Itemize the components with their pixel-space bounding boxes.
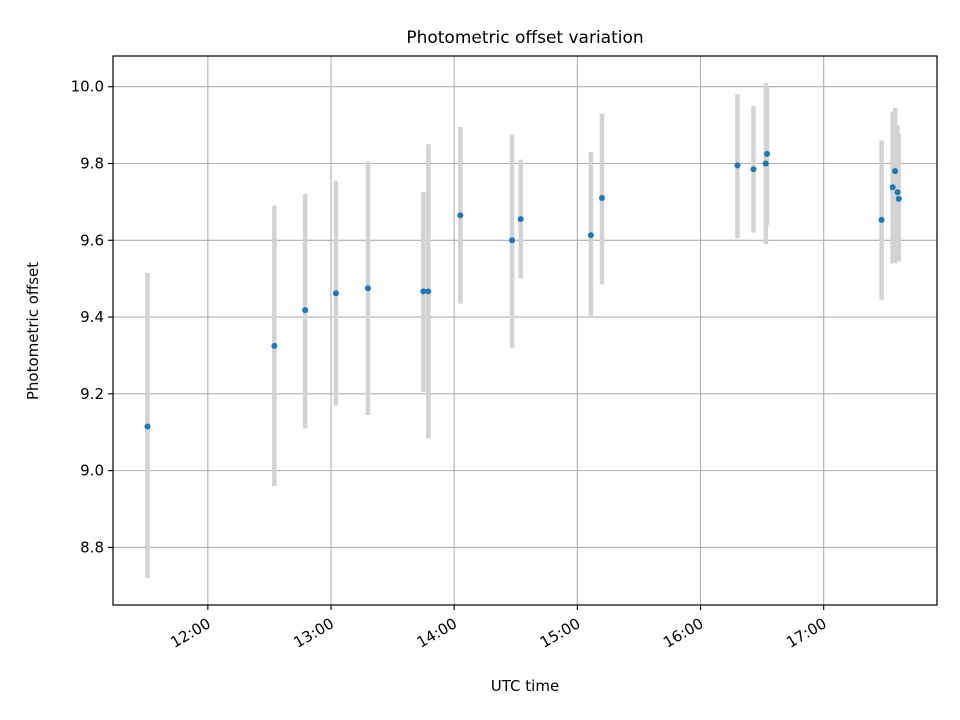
- y-tick-label: 8.8: [80, 538, 104, 556]
- data-point: [895, 195, 902, 202]
- data-point: [509, 237, 516, 244]
- data-point: [598, 195, 605, 202]
- data-point: [517, 216, 524, 223]
- data-point: [894, 189, 901, 196]
- data-point: [332, 290, 339, 297]
- data-point: [762, 160, 769, 167]
- data-point: [425, 288, 432, 295]
- data-point: [878, 216, 885, 223]
- y-axis: 8.8 9.0 9.2 9.4 9.6 9.8 10.0: [71, 78, 113, 556]
- grid: [113, 56, 937, 605]
- y-tick-label: 9.8: [80, 154, 104, 172]
- x-axis-label: UTC time: [491, 677, 559, 695]
- plot-frame: [112, 55, 938, 606]
- data-point: [587, 232, 594, 239]
- data-points: [144, 150, 902, 430]
- y-axis-label: Photometric offset: [24, 262, 42, 400]
- data-point: [302, 307, 309, 314]
- data-point: [144, 423, 151, 430]
- data-point: [457, 212, 464, 219]
- data-point: [764, 150, 771, 157]
- y-tick-label: 10.0: [71, 78, 104, 96]
- y-tick-label: 9.0: [80, 462, 104, 480]
- y-tick-label: 9.4: [80, 308, 104, 326]
- y-tick-label: 9.2: [80, 385, 104, 403]
- data-point: [271, 342, 278, 349]
- data-point: [892, 168, 899, 175]
- data-point: [750, 166, 757, 173]
- data-point: [364, 285, 371, 292]
- data-point: [889, 184, 896, 191]
- data-point: [420, 288, 427, 295]
- y-tick-label: 9.6: [80, 231, 104, 249]
- data-point: [734, 162, 741, 169]
- chart-title: Photometric offset variation: [406, 28, 643, 48]
